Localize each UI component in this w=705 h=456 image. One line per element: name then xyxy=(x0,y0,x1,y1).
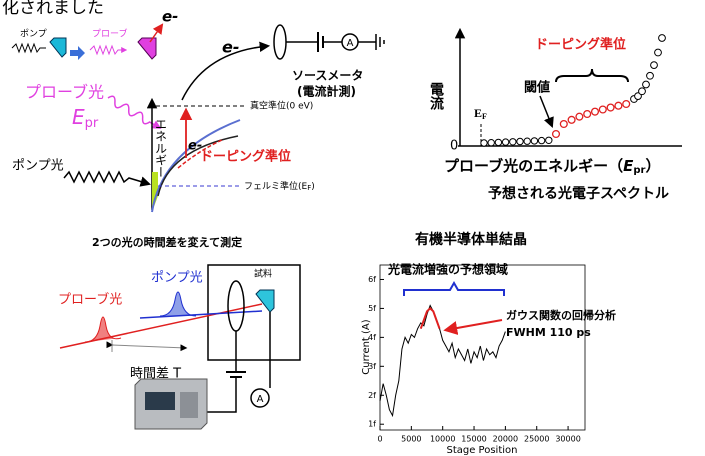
energy-axis-label: エネルギー xyxy=(154,118,168,178)
spectrum-point xyxy=(531,138,537,144)
pump-light-label: ポンプ光 xyxy=(12,159,64,174)
setup-ammeter-label: A xyxy=(257,394,264,405)
spectrum-point xyxy=(502,139,508,145)
inset-pump-label: ポンプ xyxy=(20,29,47,40)
spectrum-point xyxy=(651,62,658,69)
x-tick-label: 20000 xyxy=(493,435,518,444)
y-tick-label: 6f xyxy=(368,275,376,284)
x-label-text: プローブ光のエネルギー（ xyxy=(444,157,623,175)
fermi-symbol: E xyxy=(474,106,482,120)
spectrum-x-label: プローブ光のエネルギー（Epr） xyxy=(444,157,660,177)
spectrum-point xyxy=(495,139,501,145)
figure: 化されました ポンプ プローブ e- e- A ソースメータ (電流計測) プロ… xyxy=(0,0,705,456)
setup-caption: 2つの光の時間差を変えて測定 xyxy=(92,235,242,249)
spectrum-point xyxy=(655,49,662,56)
probe-energy-symbol: E xyxy=(72,105,85,129)
source-meter-note: (電流計測) xyxy=(297,84,356,99)
x-tick-label: 0 xyxy=(377,435,382,444)
y-tick-label: 1f xyxy=(368,420,376,429)
ammeter-label: A xyxy=(347,38,354,49)
threshold-label: 閾値 xyxy=(524,80,550,96)
fit-annotation: ガウス関数の回帰分析 xyxy=(506,308,616,322)
inset-electron: e- xyxy=(162,8,178,26)
spectrum-point-doping xyxy=(553,131,560,138)
spectrum-point-doping xyxy=(623,101,630,108)
spectrum-point-doping xyxy=(615,102,622,109)
spectrum-point xyxy=(488,140,494,146)
instrument-keys xyxy=(180,392,198,418)
spectrum-point-doping xyxy=(576,113,583,120)
fermi-level-text: フェルミ準位(E xyxy=(244,180,308,192)
x-tick-label: 10000 xyxy=(430,435,455,444)
x-label-sub: pr xyxy=(633,165,645,176)
zero-label: 0 xyxy=(450,139,458,154)
fermi-close: ) xyxy=(311,182,315,192)
x-tick-label: 25000 xyxy=(524,435,549,444)
doping-level: ドーピング準位 xyxy=(200,149,291,165)
x-tick-label: 30000 xyxy=(555,435,580,444)
spectrum-point xyxy=(538,137,544,143)
probe-light-label: プローブ光 xyxy=(25,83,104,102)
spectrum-doping-label: ドーピング準位 xyxy=(535,37,626,53)
x-axis-label: Stage Position xyxy=(446,445,517,456)
probe-energy-sub: pr xyxy=(85,116,99,131)
spectrum-point-doping xyxy=(599,106,606,113)
spectrum-point xyxy=(510,139,516,145)
spectrum-point xyxy=(647,72,654,79)
region-annotation: 光電流増強の予想領域 xyxy=(387,262,508,277)
fermi-level: フェルミ準位(EF) xyxy=(244,180,315,193)
top-text: 化されました xyxy=(2,0,104,18)
setup-probe-label: プローブ光 xyxy=(58,292,122,308)
y-tick-label: 3f xyxy=(368,362,376,371)
x-tick-label: 15000 xyxy=(461,435,486,444)
y-tick-label: 5f xyxy=(368,304,376,313)
spectrum-point xyxy=(546,137,552,143)
current-axis-label: 電流 xyxy=(428,81,444,111)
vacuum-level: 真空準位(0 eV) xyxy=(250,100,313,112)
inset-probe-label: プローブ xyxy=(92,28,127,40)
spectrum-point-doping xyxy=(560,121,567,128)
spectrum-caption: 予想される光電子スペクトル xyxy=(488,185,669,202)
x-tick-label: 5000 xyxy=(401,435,421,444)
setup-pump-label: ポンプ光 xyxy=(151,271,203,286)
y-tick-label: 4f xyxy=(368,333,376,342)
fermi-symbol-sub: F xyxy=(482,112,487,121)
y-tick-label: 2f xyxy=(368,391,376,400)
spectrum-point xyxy=(524,138,530,144)
spectrum-point xyxy=(639,88,646,95)
source-meter: ソースメータ xyxy=(292,69,363,83)
spectrum-point-doping xyxy=(568,116,575,123)
chart-title: 有機半導体単結晶 xyxy=(415,231,527,248)
spectrum-point-doping xyxy=(584,111,591,118)
spectrum-point-doping xyxy=(607,104,614,111)
spectrum-point xyxy=(481,140,487,146)
x-label-close: ） xyxy=(645,157,660,175)
spectrum-point-doping xyxy=(592,108,599,115)
sample-label: 試料 xyxy=(254,268,272,280)
spectrum-point xyxy=(517,138,523,144)
instrument-screen xyxy=(145,392,175,410)
electron-label: e- xyxy=(222,38,240,57)
fwhm-annotation: FWHM 110 ps xyxy=(506,326,591,339)
spectrum-point xyxy=(643,81,650,88)
spectrum-point xyxy=(659,35,666,42)
